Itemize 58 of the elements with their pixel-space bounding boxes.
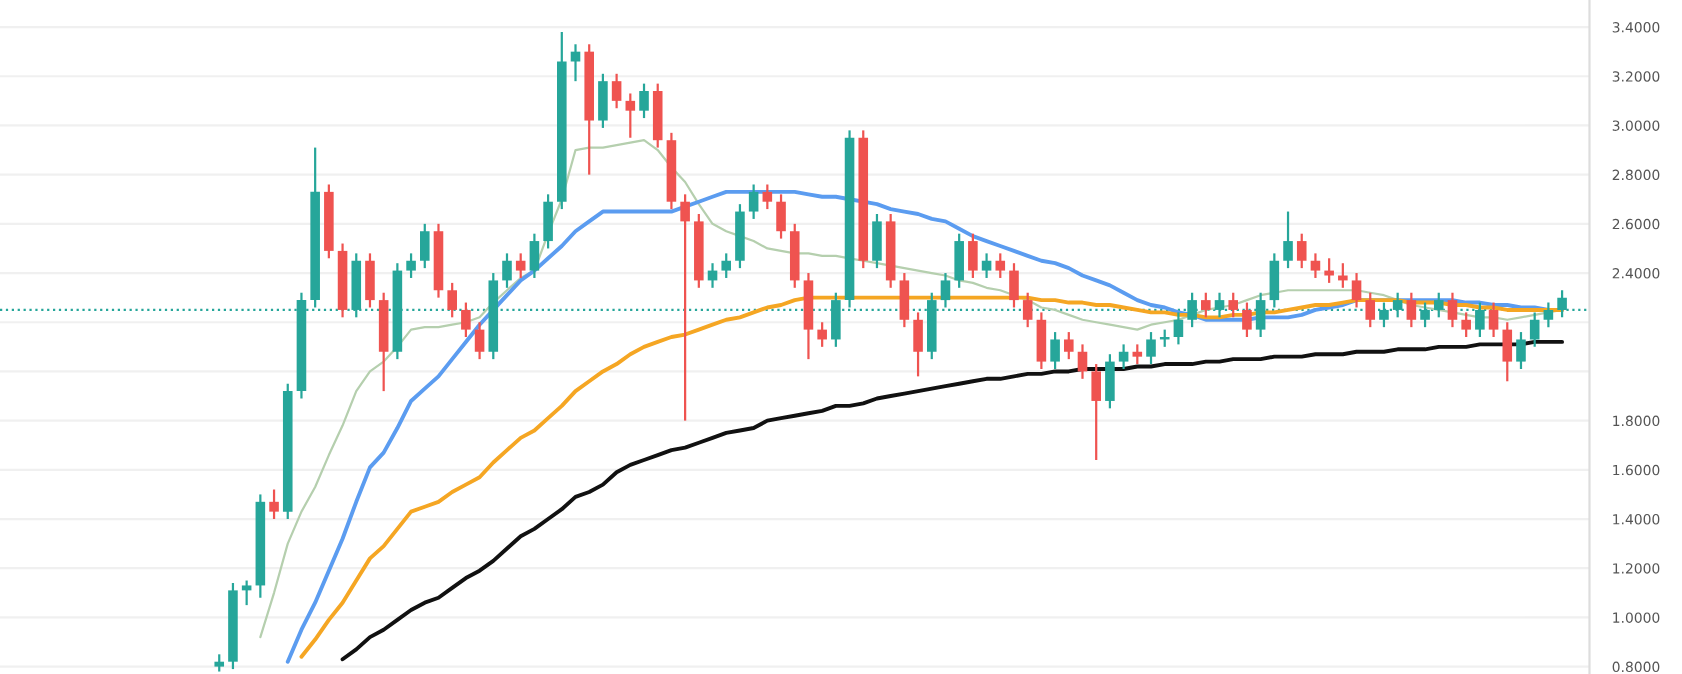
candlestick bbox=[1324, 257, 1334, 284]
candlestick bbox=[241, 579, 252, 607]
candlestick bbox=[1201, 291, 1211, 319]
candlestick bbox=[1351, 271, 1362, 309]
candlestick bbox=[1488, 301, 1499, 339]
candlestick bbox=[981, 252, 992, 280]
candlestick bbox=[1146, 330, 1156, 366]
candlestick bbox=[872, 212, 882, 270]
candlestick bbox=[461, 301, 471, 339]
candlestick bbox=[817, 321, 827, 348]
candlestick bbox=[1365, 291, 1376, 329]
candlestick bbox=[721, 252, 732, 280]
candlestick bbox=[1091, 362, 1101, 462]
candlestick bbox=[1461, 311, 1471, 339]
candlestick bbox=[1502, 321, 1513, 383]
candlestick bbox=[365, 252, 375, 309]
candlestick bbox=[1310, 252, 1321, 280]
candlestick bbox=[1022, 291, 1033, 329]
candlestick bbox=[1228, 291, 1239, 319]
candlestick bbox=[968, 232, 978, 280]
candlestick bbox=[954, 232, 964, 289]
candlestick bbox=[1406, 291, 1417, 329]
candlestick bbox=[1036, 311, 1047, 371]
candlestick bbox=[529, 232, 540, 280]
candlestick bbox=[940, 271, 951, 309]
candlestick bbox=[776, 193, 786, 240]
candlestick bbox=[680, 193, 690, 422]
candlestick bbox=[762, 183, 773, 211]
candlestick bbox=[639, 82, 649, 120]
candlestick bbox=[515, 252, 526, 280]
candlestick bbox=[1105, 353, 1115, 410]
candlestick bbox=[502, 252, 512, 289]
candlestick bbox=[598, 72, 608, 130]
candlestick bbox=[1242, 301, 1252, 339]
candlestick bbox=[1296, 232, 1307, 270]
candlestick bbox=[611, 72, 622, 110]
candlestick bbox=[1283, 210, 1293, 270]
candlestick bbox=[1064, 330, 1074, 361]
candlestick bbox=[1077, 343, 1088, 380]
candlestick bbox=[899, 271, 910, 329]
candlestick bbox=[474, 321, 485, 361]
candlestick bbox=[625, 92, 636, 139]
candlestick bbox=[1050, 330, 1060, 371]
candlestick bbox=[995, 252, 1006, 280]
candlestick bbox=[406, 252, 416, 280]
candlestick bbox=[1529, 311, 1540, 348]
candlestick bbox=[419, 222, 430, 270]
candlestick bbox=[1118, 343, 1129, 371]
candlestick bbox=[543, 193, 553, 250]
candlestick bbox=[913, 311, 923, 378]
candlestick bbox=[447, 281, 457, 319]
candlestick bbox=[1516, 330, 1526, 371]
candlestick bbox=[1132, 343, 1143, 366]
candlestick bbox=[269, 488, 279, 521]
candlestick bbox=[1447, 291, 1458, 329]
candlestick bbox=[1543, 301, 1554, 329]
candlestick bbox=[748, 183, 759, 221]
candlestick bbox=[1009, 262, 1019, 309]
